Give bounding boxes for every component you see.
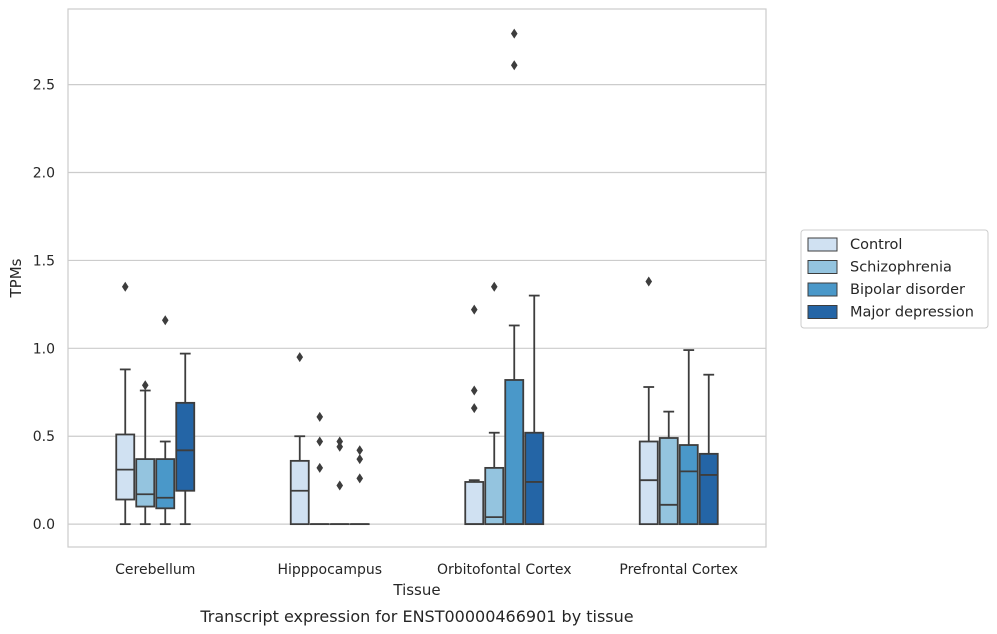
outlier-point [356, 445, 364, 456]
legend-swatch [807, 282, 838, 297]
legend-label: Control [850, 237, 902, 253]
box-control [638, 276, 659, 526]
y-tick-label: 0.0 [33, 517, 55, 533]
x-tick-label: Prefrontal Cortex [619, 562, 738, 578]
y-axis-label: TPMs [7, 258, 25, 298]
y-tick-label: 1.0 [33, 341, 55, 357]
box-schizophrenia [658, 410, 679, 526]
box-bipolar-disorder [504, 28, 525, 526]
box-schizophrenia [309, 411, 330, 526]
y-tick-label: 0.5 [33, 429, 55, 445]
box-major-depression [175, 352, 196, 526]
box-major-depression [524, 294, 545, 526]
outlier-point [645, 276, 653, 287]
box-schizophrenia [484, 281, 505, 526]
box-control [464, 304, 485, 526]
box-control [115, 281, 136, 526]
legend-label: Bipolar disorder [850, 282, 965, 298]
box-iqr [658, 437, 679, 526]
box-bipolar-disorder [155, 315, 176, 526]
box-iqr [638, 440, 659, 526]
outlier-point [336, 480, 344, 491]
outlier-point [141, 380, 149, 391]
legend-label: Major depression [850, 305, 974, 321]
box-bipolar-disorder [329, 436, 350, 526]
outlier-point [316, 436, 324, 447]
legend-label: Schizophrenia [850, 260, 952, 276]
x-axis-label: Tissue [392, 581, 440, 599]
box-control [289, 352, 310, 526]
box-iqr [289, 459, 310, 526]
box-bipolar-disorder [678, 349, 699, 526]
legend-swatch [807, 237, 838, 252]
outlier-point [510, 28, 518, 39]
x-tick-label: Hipppocampus [277, 562, 382, 578]
box-iqr [464, 481, 485, 526]
outlier-point [316, 411, 324, 422]
box-iqr [484, 466, 505, 526]
box-schizophrenia [135, 380, 156, 526]
outlier-point [470, 403, 478, 414]
outlier-point [316, 462, 324, 473]
box-groups [115, 28, 719, 526]
y-tick-label: 1.5 [33, 253, 55, 269]
box-iqr [504, 379, 525, 526]
plot-frame [67, 8, 767, 548]
outlier-point [470, 385, 478, 396]
x-tick-label: Orbitofontal Cortex [437, 562, 572, 578]
y-tick-label: 2.5 [33, 78, 55, 94]
y-tick-labels: 0.0 0.5 1.0 1.5 2.0 2.5 [33, 78, 55, 534]
outlier-point [510, 60, 518, 71]
outlier-point [356, 473, 364, 484]
outlier-point [470, 304, 478, 315]
outlier-point [336, 441, 344, 452]
outlier-point [356, 454, 364, 465]
box-iqr [175, 401, 196, 492]
outlier-point [490, 281, 498, 292]
legend-swatch [807, 260, 838, 274]
outlier-point [296, 352, 304, 363]
y-tick-label: 2.0 [33, 166, 55, 182]
box-major-depression [698, 373, 719, 526]
box-iqr [698, 452, 719, 526]
x-tick-labels: Cerebellum Hipppocampus Orbitofontal Corte… [115, 562, 738, 578]
box-iqr [678, 444, 699, 526]
box-iqr [524, 431, 545, 526]
legend: Control Schizophrenia Bipolar disorder Majo… [800, 229, 989, 329]
box-iqr [155, 458, 176, 510]
legend-frame [800, 229, 989, 329]
outlier-point [121, 281, 129, 292]
box-iqr [115, 433, 136, 501]
outlier-point [161, 315, 169, 326]
figure-caption: Transcript expression for ENST0000046690… [199, 607, 633, 626]
outlier-point [336, 436, 344, 447]
box-iqr [135, 458, 156, 508]
legend-swatch [807, 305, 838, 319]
x-tick-label: Cerebellum [115, 562, 195, 578]
box-major-depression [349, 445, 370, 526]
